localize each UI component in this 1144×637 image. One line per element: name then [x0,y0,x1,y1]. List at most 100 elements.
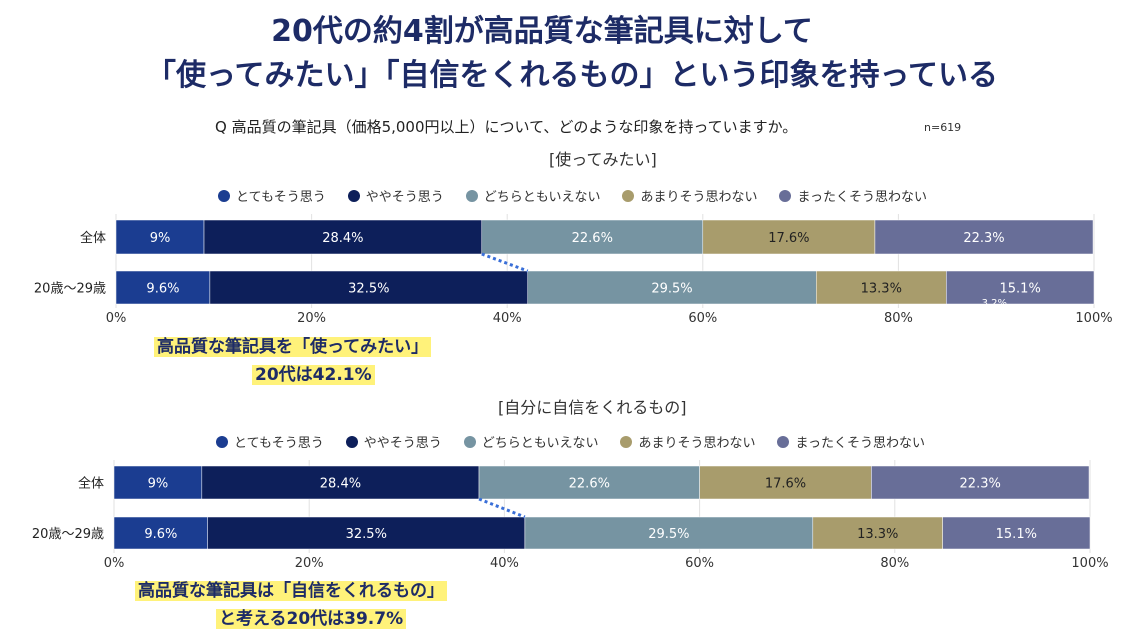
data-label: 28.4% [320,477,361,492]
data-label: 15.1% [996,527,1037,542]
legend-label: ややそう思う [363,436,442,451]
callout-chart1-line2: 20代は42.1% [252,360,375,385]
bar-segment [207,516,526,550]
legend-item: あまりそう思わない [622,186,757,205]
legend-label: ややそう思う [365,190,444,205]
data-label: 22.3% [960,477,1001,492]
x-tick-label: 100% [1075,311,1112,326]
x-tick-label: 60% [688,311,717,326]
category-label: 全体 [78,476,104,492]
data-label: 28.4% [322,231,363,246]
bar-segment [209,270,528,305]
x-tick-label: 80% [880,556,909,571]
legend-dot-icon [622,189,635,202]
bar-segment [702,219,876,255]
data-label: 9% [150,231,171,246]
bar-segment [942,516,1091,550]
chart2-legend: とてもそう思う ややそう思う どちらともいえない あまりそう思わない まったくそ… [216,432,947,451]
bar-segment [527,270,817,305]
bar-segment [115,219,205,255]
data-label: 17.6% [765,477,806,492]
x-tick-label: 0% [106,311,127,326]
data-label: 22.3% [963,231,1004,246]
callout-chart1-line1: 高品質な筆記具を「使ってみたい」 [154,332,432,357]
legend-dot-icon [345,435,358,448]
legend-label: まったくそう思わない [795,436,925,451]
legend-item: とてもそう思う [218,186,326,205]
data-label: 13.3% [861,282,902,297]
legend-item: まったくそう思わない [779,186,927,205]
comparison-connector [481,252,529,273]
data-label: 29.5% [651,282,692,297]
legend-dot-icon [465,189,478,202]
x-tick-label: 20% [295,556,324,571]
category-label: 全体 [80,230,106,246]
chart1-title: [使ってみたい] [549,150,657,169]
x-tick-label: 100% [1071,556,1108,571]
legend-label: どちらともいえない [483,190,601,205]
category-label: 20歳〜29歳 [34,282,106,297]
chart1-legend: とてもそう思う ややそう思う どちらともいえない あまりそう思わない まったくそ… [218,186,949,205]
data-label: 13.3% [857,527,898,542]
legend-item: まったくそう思わない [777,432,925,451]
bar-segment [871,465,1090,500]
legend-dot-icon [620,435,633,448]
bar-segment [815,270,947,305]
bar-segment [481,219,704,255]
legend-item: ややそう思う [345,432,442,451]
legend-label: まったくそう思わない [797,190,927,205]
bar-segment [524,516,814,550]
legend-label: あまりそう思わない [640,190,758,205]
data-label: 17.6% [768,231,809,246]
legend-label: とてもそう思う [236,190,326,205]
legend-dot-icon [779,189,792,202]
data-label: 32.5% [348,282,389,297]
legend-dot-icon [216,435,228,448]
legend-item: ややそう思う [347,186,444,205]
bar-segment [203,219,483,255]
sample-size: n=619 [924,121,962,134]
x-tick-label: 40% [490,556,519,571]
legend-item: どちらともいえない [463,432,599,451]
bar-segment [201,465,480,500]
title-line-2: 「使ってみたい」「自信をくれるもの」という印象を持っている [146,58,998,93]
bar-segment [812,516,943,550]
data-label: 15.1% [1000,282,1041,297]
bar-segment [699,465,872,500]
legend-label: どちらともいえない [481,436,599,451]
x-tick-label: 40% [493,311,522,326]
category-label: 20歳〜29歳 [32,527,104,542]
legend-dot-icon [777,435,790,448]
legend-label: とてもそう思う [234,436,324,451]
x-tick-label: 60% [685,556,714,571]
data-label: 22.6% [569,477,610,492]
annotation-label: 3.2% [982,298,1007,309]
data-label: 32.5% [346,527,387,542]
legend-dot-icon [463,435,476,448]
bar-segment [113,516,208,550]
bar-segment [874,219,1094,255]
comparison-connector [478,497,526,519]
legend-item: とてもそう思う [216,432,324,451]
legend-item: どちらともいえない [465,186,601,205]
legend-label: あまりそう思わない [638,436,756,451]
data-label: 9.6% [146,282,179,297]
bar-segment [113,465,203,500]
chart2-title: [自分に自信をくれるもの] [498,398,687,417]
data-label: 9% [148,477,169,492]
x-tick-label: 80% [884,311,913,326]
x-tick-label: 20% [297,311,326,326]
survey-question: Q 高品質の筆記具（価格5,000円以上）について、どのような印象を持っています… [215,118,798,136]
data-label: 22.6% [572,231,613,246]
data-label: 29.5% [648,527,689,542]
x-tick-label: 0% [104,556,125,571]
title-line-1: 20代の約4割が高品質な筆記具に対して [271,14,813,49]
legend-dot-icon [218,189,230,202]
bar-segment [478,465,700,500]
callout-chart2-line1: 高品質な筆記具は「自信をくれるもの」 [135,576,447,601]
bar-segment [115,270,211,305]
data-label: 9.6% [144,527,177,542]
callout-chart2-line2: と考える20代は39.7% [216,604,407,629]
legend-item: あまりそう思わない [620,432,755,451]
